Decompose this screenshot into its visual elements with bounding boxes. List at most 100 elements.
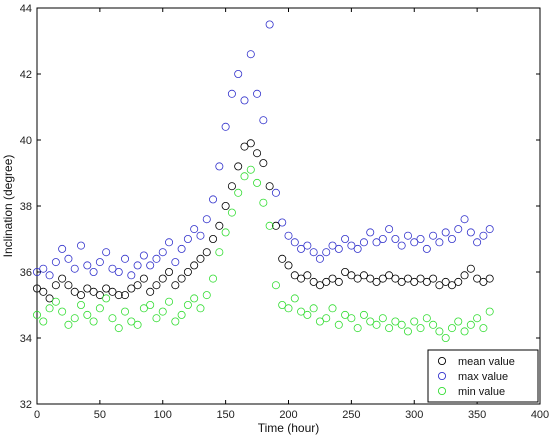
y-tick-label: 34: [20, 333, 32, 345]
data-point: [435, 238, 444, 247]
data-point: [334, 277, 343, 286]
data-point: [177, 244, 186, 253]
data-point: [227, 89, 236, 98]
data-point: [165, 267, 174, 276]
data-point: [45, 271, 54, 280]
data-point: [479, 277, 488, 286]
data-point: [353, 244, 362, 253]
data-point: [165, 297, 174, 306]
data-point: [278, 254, 287, 263]
data-point: [447, 281, 456, 290]
data-point: [196, 231, 205, 240]
data-point: [403, 274, 412, 283]
data-point: [253, 89, 262, 98]
data-point: [454, 225, 463, 234]
data-point: [253, 178, 262, 187]
data-point: [95, 291, 104, 300]
legend-marker: [437, 356, 447, 366]
y-axis-ticks: 32 34 36 38 40 42 44: [20, 3, 540, 411]
data-point: [146, 261, 155, 270]
data-point: [410, 317, 419, 326]
data-point: [64, 320, 73, 329]
data-point: [366, 228, 375, 237]
x-tick-label: 100: [154, 409, 172, 421]
data-point: [347, 241, 356, 250]
data-point: [215, 248, 224, 257]
data-point: [378, 234, 387, 243]
data-point: [221, 122, 230, 131]
y-axis-label: Inclination (degree): [1, 155, 15, 258]
data-point: [385, 271, 394, 280]
data-point: [240, 96, 249, 105]
series-max-value: [33, 20, 494, 280]
data-point: [114, 291, 123, 300]
data-point: [190, 294, 199, 303]
data-point: [177, 274, 186, 283]
data-point: [271, 188, 280, 197]
data-point: [278, 218, 287, 227]
data-point: [51, 258, 60, 267]
data-point: [171, 258, 180, 267]
plot-area: 0 50 100 150 200 250 300 350 400 32 34 36 38 40 42 44: [20, 3, 549, 421]
data-point: [416, 274, 425, 283]
data-point: [315, 281, 324, 290]
data-point: [309, 277, 318, 286]
data-point: [133, 261, 142, 270]
data-point: [315, 254, 324, 263]
data-point: [209, 274, 218, 283]
data-point: [485, 274, 494, 283]
data-point: [328, 304, 337, 313]
data-point: [315, 317, 324, 326]
data-point: [121, 307, 130, 316]
data-point: [146, 300, 155, 309]
data-point: [290, 238, 299, 247]
data-point: [403, 231, 412, 240]
data-point: [410, 238, 419, 247]
data-point: [183, 234, 192, 243]
data-point: [183, 267, 192, 276]
data-point: [227, 208, 236, 217]
x-axis-label: Time (hour): [258, 421, 320, 435]
data-point: [64, 281, 73, 290]
data-point: [240, 172, 249, 181]
data-point: [391, 234, 400, 243]
data-point: [303, 271, 312, 280]
data-point: [334, 320, 343, 329]
y-tick-label: 40: [20, 135, 32, 147]
data-point: [328, 241, 337, 250]
data-point: [378, 274, 387, 283]
data-point: [246, 165, 255, 174]
data-point: [403, 327, 412, 336]
data-point: [70, 314, 79, 323]
series-min-value: [33, 165, 494, 342]
data-point: [473, 274, 482, 283]
data-point: [271, 281, 280, 290]
legend-label: mean value: [458, 356, 515, 368]
data-point: [372, 320, 381, 329]
data-point: [391, 274, 400, 283]
data-point: [190, 261, 199, 270]
data-point: [303, 310, 312, 319]
data-point: [108, 264, 117, 273]
y-tick-label: 42: [20, 69, 32, 81]
data-point: [290, 294, 299, 303]
data-point: [83, 310, 92, 319]
data-point: [183, 300, 192, 309]
x-tick-label: 350: [468, 409, 486, 421]
data-point: [58, 274, 67, 283]
legend-marker: [437, 386, 447, 396]
data-point: [422, 244, 431, 253]
x-axis-ticks: 0 50 100 150 200 250 300 350 400: [34, 8, 549, 421]
data-point: [202, 248, 211, 257]
data-point: [202, 291, 211, 300]
legend-box: [427, 349, 539, 403]
x-tick-label: 400: [531, 409, 549, 421]
data-point: [359, 238, 368, 247]
data-point: [441, 277, 450, 286]
data-point: [353, 274, 362, 283]
x-tick-label: 300: [405, 409, 423, 421]
data-point: [397, 320, 406, 329]
data-point: [121, 254, 130, 263]
data-point: [303, 241, 312, 250]
data-point: [221, 228, 230, 237]
